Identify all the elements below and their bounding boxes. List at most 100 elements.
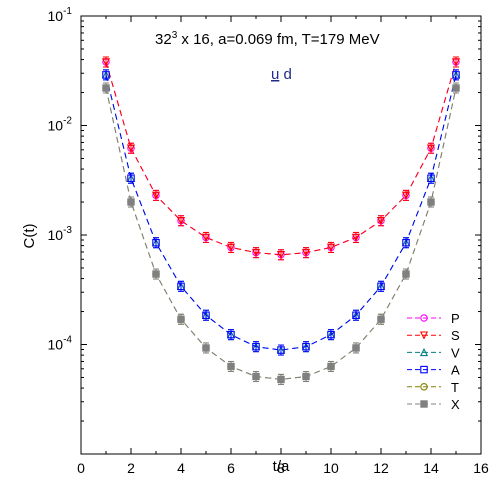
chart-title-sup: 3: [172, 30, 178, 41]
legend-label: S: [451, 328, 460, 343]
data-point: [277, 375, 285, 384]
series-T: [102, 82, 460, 385]
legend-marker: [419, 331, 429, 340]
data-point: [326, 243, 336, 252]
data-point: [101, 58, 111, 67]
data-point: [352, 344, 360, 352]
data-point: [152, 238, 160, 247]
data-point: [202, 344, 210, 352]
y-tick-label-base: 10: [48, 227, 64, 243]
data-point: [127, 198, 135, 206]
x-tick-label: 10: [323, 460, 339, 476]
data-point: [302, 342, 310, 351]
legend-marker: [420, 383, 428, 391]
y-tick-label-base: 10: [48, 8, 64, 24]
series-P: [102, 56, 460, 261]
chart-subtitle-bar: u: [271, 66, 279, 83]
data-point: [452, 84, 460, 92]
y-tick-label-exp: -1: [63, 6, 72, 17]
series-line-T: [105, 87, 457, 380]
data-point: [126, 144, 136, 153]
series-X: [102, 82, 460, 385]
chart-title: 323 x 16, a=0.069 fm, T=179 MeV: [155, 30, 380, 48]
data-point: [427, 174, 435, 182]
data-point: [127, 174, 135, 182]
data-point: [401, 191, 411, 200]
legend-label: V: [451, 345, 460, 360]
data-point: [176, 216, 186, 226]
data-point: [402, 238, 410, 247]
y-tick-label-base: 10: [48, 118, 64, 134]
data-point: [351, 233, 361, 242]
data-point: [302, 372, 310, 381]
data-point: [452, 71, 460, 79]
series-S: [101, 56, 461, 261]
x-tick-label: 14: [423, 460, 439, 476]
data-point: [201, 233, 211, 242]
y-tick-label: 10-1: [48, 6, 73, 24]
data-point: [327, 330, 335, 339]
data-point: [152, 270, 160, 278]
chart-subtitle-rest: d: [279, 66, 292, 83]
data-point: [227, 362, 235, 371]
data-point: [276, 251, 286, 260]
series-line-A: [105, 74, 457, 351]
x-axis-title: t/a: [273, 458, 290, 475]
x-tick-label: 4: [177, 460, 185, 476]
data-point: [202, 311, 210, 319]
data-point: [426, 144, 436, 153]
x-tick-label: 12: [373, 460, 389, 476]
data-point: [102, 84, 110, 92]
y-tick-label: 10-2: [48, 116, 73, 134]
data-point: [151, 191, 161, 200]
data-point: [252, 342, 260, 351]
data-point: [327, 362, 335, 371]
legend-marker: [420, 365, 428, 374]
series-line-X: [105, 87, 457, 380]
data-point: [377, 282, 385, 291]
series-group: [101, 56, 461, 385]
x-tick-label: 16: [473, 460, 489, 476]
y-tick-label: 10-3: [48, 225, 73, 243]
data-point: [402, 270, 410, 278]
series-V: [101, 69, 461, 356]
series-line-S: [105, 61, 457, 256]
legend-marker: [420, 314, 428, 322]
y-tick-label-exp: -4: [63, 335, 72, 346]
data-point: [251, 248, 261, 258]
x-tick-label: 0: [77, 460, 85, 476]
data-point: [352, 311, 360, 319]
series-A: [102, 69, 460, 356]
data-point: [277, 346, 285, 354]
chart-title-main: 32: [155, 31, 172, 48]
y-tick-label-exp: -3: [63, 225, 72, 236]
legend-label: P: [451, 311, 460, 326]
legend-label: A: [451, 363, 460, 378]
series-line-V: [105, 74, 457, 351]
x-tick-label: 6: [227, 460, 235, 476]
data-point: [227, 330, 235, 339]
x-tick-label: 8: [277, 460, 285, 476]
x-tick-label: 2: [127, 460, 135, 476]
legend-label: X: [451, 397, 460, 412]
title-group: 323 x 16, a=0.069 fm, T=179 MeV u d: [155, 30, 380, 83]
y-axis-title: C(t): [21, 224, 38, 249]
data-point: [252, 372, 260, 381]
legend-label: T: [451, 380, 459, 395]
data-point: [226, 243, 236, 252]
data-point: [427, 198, 435, 206]
legend-marker: [420, 400, 428, 408]
legend-marker: [419, 347, 429, 357]
y-tick-label: 10-4: [48, 335, 73, 353]
data-point: [177, 282, 185, 291]
data-point: [377, 315, 385, 323]
chart-subtitle: u d: [271, 66, 292, 83]
y-tick-label-base: 10: [48, 337, 64, 353]
data-point: [376, 216, 386, 226]
data-point: [301, 248, 311, 258]
y-tick-label-exp: -2: [63, 116, 72, 127]
